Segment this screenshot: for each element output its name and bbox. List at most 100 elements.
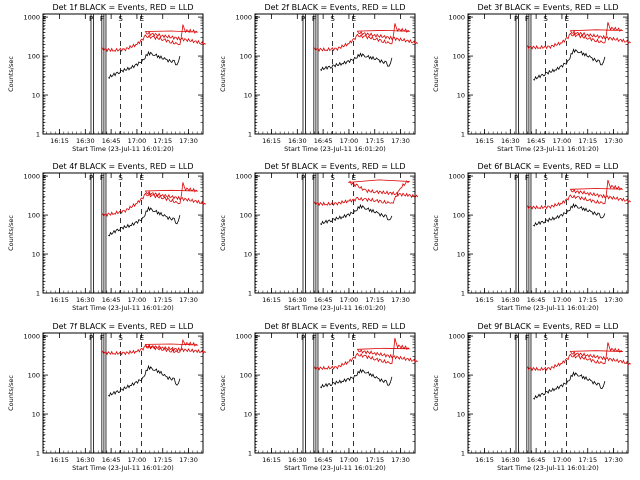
y-tick-label: 10: [32, 411, 40, 419]
event-marker-label: E: [565, 15, 569, 23]
x-tick-label: 17:15: [365, 137, 384, 145]
x-tick-label: 16:30: [76, 296, 95, 304]
panel-title: Det 4f BLACK = Events, RED = LLD: [52, 162, 193, 171]
event-marker-label: S: [330, 174, 335, 182]
series-events-line: [319, 368, 393, 389]
x-tick-label: 17:30: [179, 456, 198, 464]
panel-det-9: Det 9f BLACK = Events, RED = LLD 1 10 100 10…: [432, 322, 632, 472]
x-tick-label: 16:15: [50, 137, 69, 145]
x-axis-label: Start Time (23-Jul-11 16:01:20): [497, 304, 599, 312]
panel-det-3: Det 3f BLACK = Events, RED = LLD 1 10 100 10…: [432, 3, 632, 153]
event-marker-label: P: [301, 334, 305, 342]
y-tick-label: 1: [248, 131, 252, 139]
panel-det-7: Det 7f BLACK = Events, RED = LLD 1 10 100 10…: [7, 322, 207, 472]
x-tick-label: 17:00: [553, 137, 572, 145]
y-tick-label: 1000: [23, 333, 40, 341]
series-events-line: [108, 50, 181, 79]
y-tick-label: 10: [457, 251, 465, 259]
event-marker-label: S: [543, 174, 548, 182]
x-tick-label: 17:15: [153, 137, 172, 145]
x-tick-label: 16:15: [50, 296, 69, 304]
event-marker-label: P: [514, 174, 518, 182]
event-marker-label: S: [330, 334, 335, 342]
panel-title: Det 3f BLACK = Events, RED = LLD: [477, 3, 618, 12]
y-tick-label: 100: [453, 212, 465, 220]
x-tick-label: 17:15: [365, 296, 384, 304]
y-tick-label: 1000: [448, 14, 465, 22]
event-marker-label: P: [89, 174, 93, 182]
x-tick-label: 16:30: [288, 137, 307, 145]
x-tick-label: 17:00: [553, 296, 572, 304]
event-marker-label: E: [467, 15, 471, 23]
event-marker-label: S: [543, 334, 548, 342]
panel-title: Det 2f BLACK = Events, RED = LLD: [264, 3, 405, 12]
y-axis-label: Counts/sec: [7, 375, 15, 411]
x-tick-label: 17:30: [391, 456, 410, 464]
y-tick-label: 10: [457, 92, 465, 100]
panel-title: Det 7f BLACK = Events, RED = LLD: [52, 322, 193, 331]
x-tick-label: 17:30: [179, 137, 198, 145]
x-tick-label: 16:45: [314, 137, 333, 145]
x-tick-label: 17:15: [153, 296, 172, 304]
x-tick-label: 16:30: [501, 456, 520, 464]
plot-frame: [254, 332, 416, 454]
x-tick-label: 17:00: [128, 137, 147, 145]
y-axis-label: Counts/sec: [219, 215, 227, 251]
x-axis-label: Start Time (23-Jul-11 16:01:20): [72, 145, 174, 153]
x-axis-label: Start Time (23-Jul-11 16:01:20): [497, 145, 599, 153]
panel-title: Det 1f BLACK = Events, RED = LLD: [52, 3, 193, 12]
panel-det-1: Det 1f BLACK = Events, RED = LLD 1 10 100 10…: [7, 3, 207, 153]
x-tick-label: 16:15: [475, 456, 494, 464]
panel-det-4: Det 4f BLACK = Events, RED = LLD 1 10 100 10…: [7, 162, 207, 312]
y-axis-label: Counts/sec: [7, 56, 15, 92]
y-tick-label: 10: [457, 411, 465, 419]
x-tick-label: 16:45: [102, 296, 121, 304]
y-axis-label: Counts/sec: [7, 215, 15, 251]
x-axis-label: Start Time (23-Jul-11 16:01:20): [284, 464, 386, 472]
y-tick-label: 100: [28, 212, 40, 220]
y-axis-label: Counts/sec: [219, 375, 227, 411]
series-events-line: [319, 52, 393, 72]
y-tick-label: 1000: [235, 333, 252, 341]
y-axis-label: Counts/sec: [432, 215, 440, 251]
x-tick-label: 16:30: [76, 456, 95, 464]
series-lld-line: [314, 337, 419, 371]
x-tick-label: 16:15: [475, 296, 494, 304]
event-marker-label: F: [525, 174, 529, 182]
x-tick-label: 17:30: [179, 296, 198, 304]
y-axis-label: Counts/sec: [432, 375, 440, 411]
x-tick-label: 16:15: [262, 456, 281, 464]
panel-title: Det 5f BLACK = Events, RED = LLD: [264, 162, 405, 171]
y-tick-label: 100: [453, 53, 465, 61]
event-marker-label: E: [140, 174, 144, 182]
event-marker-label: S: [118, 15, 123, 23]
y-tick-label: 1: [461, 131, 465, 139]
y-tick-label: 1000: [448, 173, 465, 181]
series-lld-line: [102, 182, 207, 218]
event-marker-label: E: [42, 174, 46, 182]
plot-frame: [467, 172, 629, 294]
x-tick-label: 16:30: [76, 137, 95, 145]
series-lld-line: [102, 338, 207, 356]
event-marker-label: P: [89, 15, 93, 23]
y-tick-label: 1: [248, 450, 252, 458]
series-lld-line: [102, 24, 207, 53]
event-marker-label: F: [100, 334, 104, 342]
event-marker-label: E: [140, 334, 144, 342]
x-tick-label: 16:45: [314, 296, 333, 304]
x-tick-label: 17:30: [604, 456, 623, 464]
event-marker-label: F: [312, 15, 316, 23]
event-marker-label: E: [565, 334, 569, 342]
plot-frame: [254, 172, 416, 294]
y-tick-label: 10: [244, 411, 252, 419]
series-events-line: [533, 371, 606, 400]
event-marker-label: S: [543, 15, 548, 23]
x-tick-label: 16:15: [50, 456, 69, 464]
y-tick-label: 100: [240, 212, 252, 220]
event-marker-label: E: [42, 334, 46, 342]
y-tick-label: 1000: [448, 333, 465, 341]
x-tick-label: 16:15: [262, 296, 281, 304]
series-events-line: [108, 205, 181, 237]
y-tick-label: 100: [28, 53, 40, 61]
